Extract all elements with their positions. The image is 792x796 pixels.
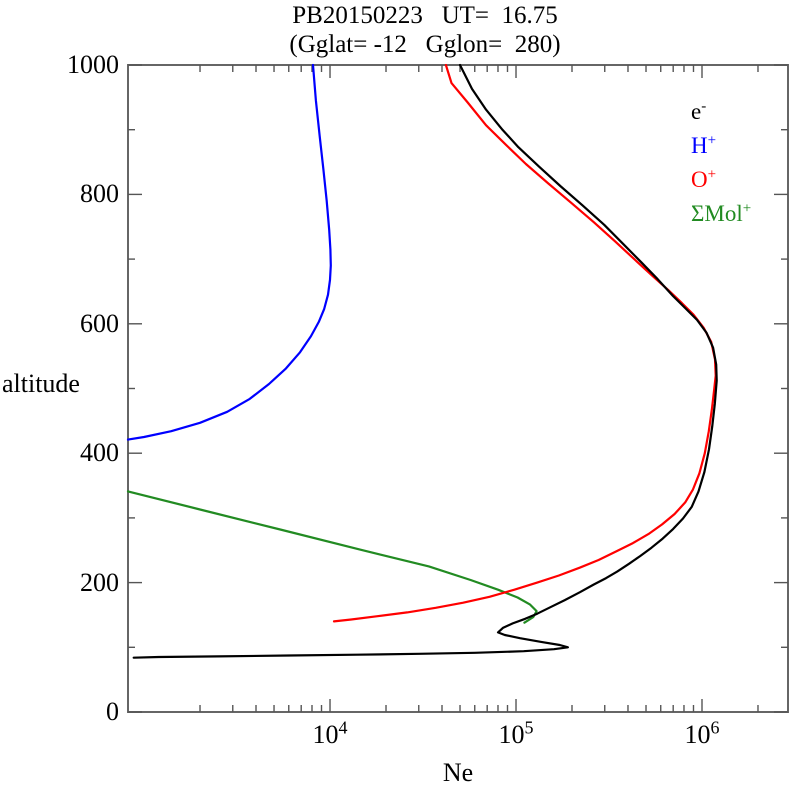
chart-title-line1: PB20150223 UT= 16.75	[292, 2, 558, 29]
legend-item-electron: e-	[691, 99, 706, 125]
x-tick-1e6-base: 10	[684, 720, 711, 749]
series-curves	[126, 63, 718, 659]
legend-mol-label: ΣMol	[691, 201, 743, 226]
y-tick-label-400: 400	[80, 438, 119, 467]
x-tick-1e4-base: 10	[312, 720, 339, 749]
x-tick-1e4-exp: 4	[338, 717, 348, 738]
legend-electron-sup: -	[701, 98, 707, 115]
x-tick-1e5-exp: 5	[524, 717, 534, 738]
y-tick-label-200: 200	[80, 568, 119, 597]
legend-item-oplus: O+	[691, 167, 716, 193]
legend-item-hplus: H+	[691, 133, 716, 159]
curve-H+	[126, 63, 332, 441]
y-tick-label-1000: 1000	[67, 50, 119, 79]
legend-hplus-sup: +	[707, 132, 717, 149]
y-tick-label-600: 600	[80, 309, 119, 338]
x-axis-title: Ne	[442, 758, 474, 787]
legend-oplus-sup: +	[707, 166, 717, 183]
chart-title-line2: (Gglat= -12 Gglon= 280)	[289, 31, 561, 58]
y-axis-title: altitude	[2, 369, 80, 398]
plot-frame	[127, 64, 789, 713]
curve-e-	[132, 63, 718, 659]
x-tick-1e5-base: 10	[498, 720, 525, 749]
legend-mol-sup: +	[742, 200, 752, 217]
y-axis-ticks	[128, 64, 788, 713]
legend-hplus-label: H	[691, 133, 708, 158]
x-tick-label-1e4: 104	[285, 717, 375, 750]
x-axis-ticks	[199, 65, 759, 712]
y-tick-label-800: 800	[80, 179, 119, 208]
curve-O+	[332, 63, 717, 623]
x-tick-label-1e5: 105	[471, 717, 561, 750]
x-tick-label-1e6: 106	[657, 717, 747, 750]
legend-electron-label: e	[691, 99, 702, 124]
x-tick-1e6-exp: 6	[710, 717, 720, 738]
curve-ΣMol+	[126, 490, 538, 624]
y-tick-label-0: 0	[106, 697, 119, 726]
legend-oplus-label: O	[691, 167, 708, 192]
legend-item-mol: ΣMol+	[691, 201, 751, 227]
